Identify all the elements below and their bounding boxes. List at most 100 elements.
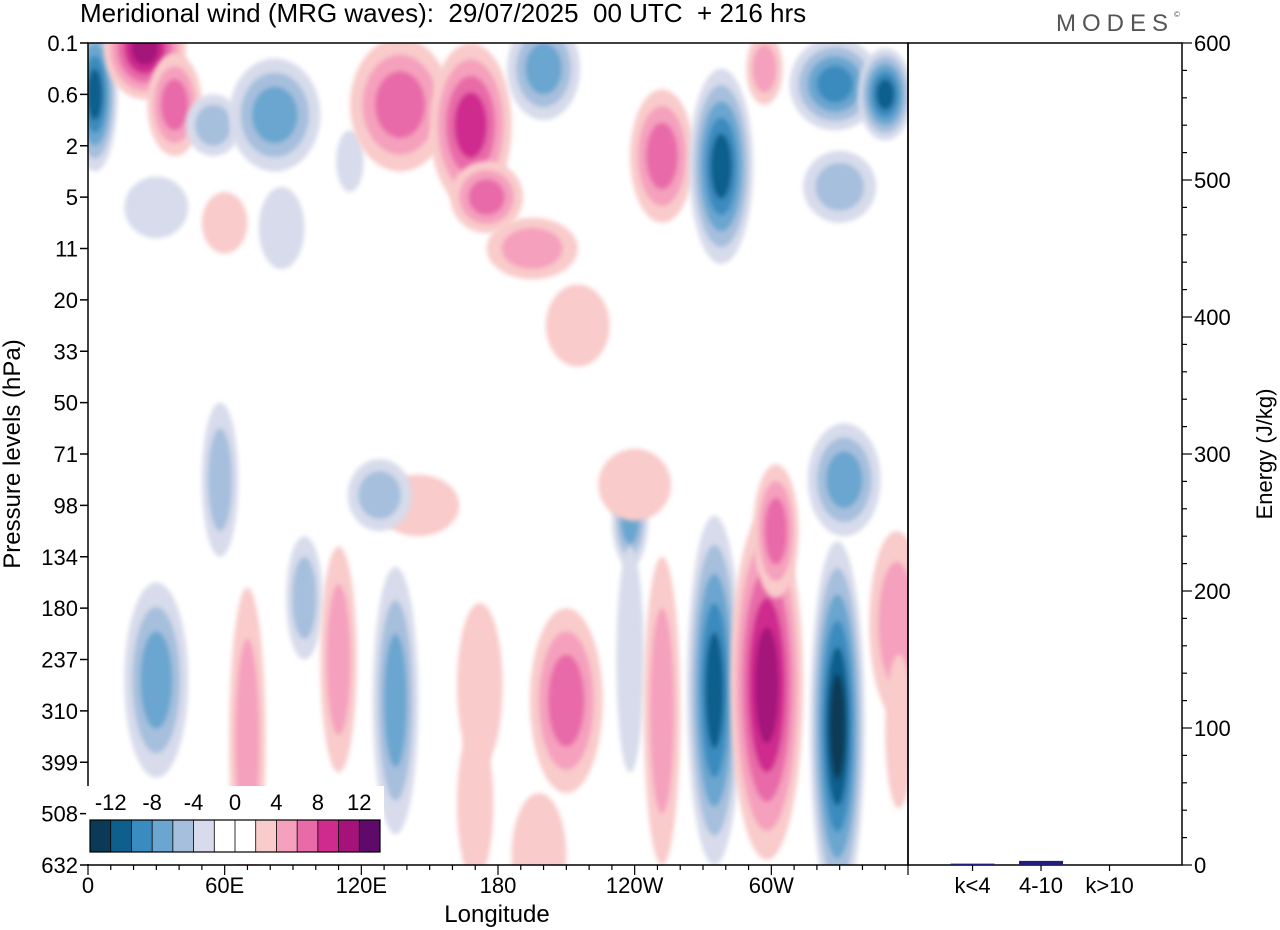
wind-cell-15 xyxy=(789,43,881,131)
colorbar-tick-label: 4 xyxy=(270,790,282,815)
wind-cell-18 xyxy=(124,176,189,239)
x-axis-label: Longitude xyxy=(444,901,549,928)
pressure-tick-label: 50 xyxy=(54,391,78,416)
wind-cell-9 xyxy=(450,161,523,234)
contour-band xyxy=(525,43,562,95)
colorbar: -12 -8 -4 0 4 8 12 xyxy=(86,786,384,864)
longitude-tick-label: 0 xyxy=(82,873,94,898)
energy-tick-label: 100 xyxy=(1194,716,1231,741)
contour-band xyxy=(548,654,585,747)
pressure-axis: 0.1 0.6 2 5 11 20 33 50 71 98 134 180 237 310 399 508 63… xyxy=(41,31,88,878)
wind-cell-27 xyxy=(347,459,412,532)
wind-cell-38 xyxy=(529,608,603,794)
wind-cell-5 xyxy=(229,58,321,172)
colorbar-swatch xyxy=(338,820,360,852)
colorbar-swatch xyxy=(297,820,318,852)
energy-tick-label: 0 xyxy=(1194,853,1206,878)
modes-logo: MODES© xyxy=(1056,10,1180,38)
wind-cell-36 xyxy=(372,567,419,835)
wind-cell-44 xyxy=(810,541,865,865)
wind-cell-11 xyxy=(507,43,580,121)
contour-band xyxy=(201,192,248,254)
energy-category-label: 4-10 xyxy=(1019,873,1063,898)
wind-cell-41 xyxy=(687,515,742,865)
contour-band xyxy=(336,130,364,192)
longitude-axis: 0 60E 120E 180 120W 60W xyxy=(82,865,909,898)
contour-band xyxy=(384,633,407,768)
pressure-tick-label: 0.6 xyxy=(47,82,78,107)
contour-band xyxy=(764,497,788,565)
wind-cell-12 xyxy=(630,89,694,223)
contour-band xyxy=(375,71,426,139)
wind-cell-39 xyxy=(616,546,644,773)
colorbar-swatch xyxy=(317,820,339,852)
contour-band xyxy=(815,162,864,211)
contour-band xyxy=(454,92,488,159)
pressure-tick-label: 399 xyxy=(41,750,78,775)
contour-band xyxy=(598,448,672,521)
colorbar-swatch xyxy=(131,820,153,852)
colorbar-swatch xyxy=(255,820,277,852)
wind-cell-13 xyxy=(689,68,754,264)
longitude-tick-label: 120E xyxy=(336,873,387,898)
pressure-tick-label: 5 xyxy=(66,185,78,210)
wind-cell-4 xyxy=(186,94,241,156)
contour-band xyxy=(878,561,908,686)
pressure-tick-label: 20 xyxy=(54,288,78,313)
wind-cell-48 xyxy=(457,726,494,865)
colorbar-swatch xyxy=(193,820,215,852)
colorbar-swatch xyxy=(172,820,194,852)
wind-cell-14 xyxy=(746,43,783,105)
contour-band xyxy=(457,603,503,768)
colorbar-swatch xyxy=(235,820,256,852)
copyright-mark: © xyxy=(1174,10,1180,19)
wind-cell-46 xyxy=(885,654,908,809)
longitude-tick-label: 60W xyxy=(749,873,794,898)
logo-text: MODES xyxy=(1056,10,1175,37)
contour-band xyxy=(292,556,317,640)
y-axis-label: Pressure levels (hPa) xyxy=(0,339,26,568)
contour-band xyxy=(545,284,610,367)
contour-band xyxy=(251,86,298,144)
wind-cell-6 xyxy=(336,130,364,192)
contour-band xyxy=(616,546,644,773)
pressure-tick-label: 508 xyxy=(41,802,78,827)
wind-cell-1 xyxy=(88,43,118,172)
pressure-tick-label: 310 xyxy=(41,699,78,724)
contour-band xyxy=(208,428,233,532)
contour-band xyxy=(140,631,173,729)
energy-category-label: k>10 xyxy=(1085,873,1133,898)
wind-cell-19 xyxy=(258,186,305,270)
contour-band xyxy=(649,608,675,814)
energy-bar xyxy=(950,863,995,865)
colorbar-frame xyxy=(89,819,381,853)
wind-cell-37 xyxy=(457,603,503,768)
contour-band xyxy=(457,726,494,865)
contour-band xyxy=(829,673,846,780)
wind-cell-30 xyxy=(807,423,881,537)
contour-band xyxy=(754,627,779,744)
contour-band xyxy=(358,471,401,520)
contour-band xyxy=(816,65,854,103)
wind-cell-42 xyxy=(730,510,804,860)
colorbar-swatch xyxy=(152,820,173,852)
energy-bar xyxy=(1019,860,1064,865)
energy-category-label: k<4 xyxy=(954,873,990,898)
energy-tick-label: 600 xyxy=(1194,31,1231,56)
wind-cell-21 xyxy=(201,192,248,254)
colorbar-swatch xyxy=(90,820,111,852)
wind-cell-3 xyxy=(147,53,202,157)
contour-band xyxy=(258,186,305,270)
pressure-tick-label: 134 xyxy=(41,545,78,570)
contour-band xyxy=(131,43,159,66)
wind-cell-40 xyxy=(643,556,681,865)
pressure-tick-label: 632 xyxy=(41,853,78,878)
colorbar-swatch xyxy=(214,820,235,852)
contour-band xyxy=(710,133,732,199)
wind-cell-22 xyxy=(545,284,610,367)
wind-cell-25 xyxy=(201,402,239,557)
contour-band xyxy=(826,451,863,509)
chart-title: Meridional wind (MRG waves): 29/07/2025 … xyxy=(80,0,807,28)
